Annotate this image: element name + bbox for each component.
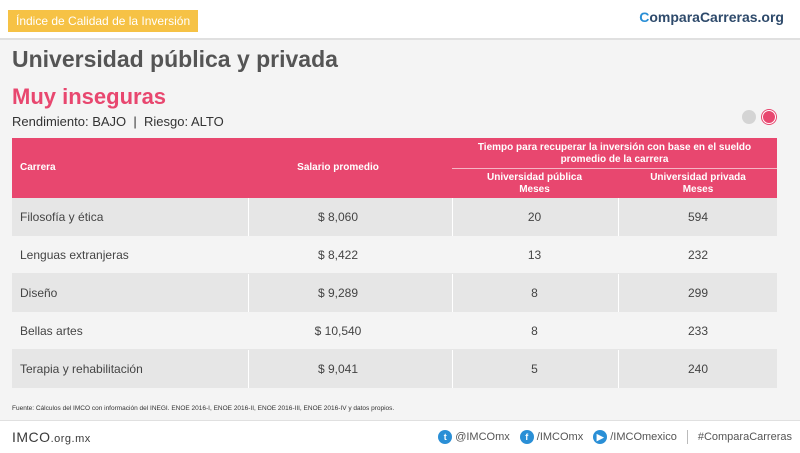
table-row: Lenguas extranjeras $ 8,422 13 232 <box>12 236 777 274</box>
header-publica: Universidad pública Meses <box>452 172 617 196</box>
imco-logo-suffix: .org.mx <box>50 433 91 445</box>
facebook-icon: f <box>519 430 534 444</box>
header-privada-line2: Meses <box>682 184 714 195</box>
twitter-icon: t <box>438 430 453 444</box>
header-carrera: Carrera <box>20 162 56 173</box>
column-separator <box>248 274 249 312</box>
cell-privada: 594 <box>687 210 709 224</box>
column-separator <box>452 350 453 388</box>
imco-logo-text: IMCO <box>12 429 51 445</box>
section-tag: Índice de Calidad de la Inversión <box>8 10 199 32</box>
header-tiempo-line1: Tiempo para recuperar la inversión con b… <box>477 142 752 153</box>
source-note: Fuente: Cálculos del IMCO con informació… <box>12 405 395 412</box>
cell-carrera: Diseño <box>20 286 58 300</box>
cell-privada: 240 <box>687 362 709 376</box>
header-salario: Salario promedio <box>297 162 379 173</box>
cell-salario: $ 9,041 <box>317 362 359 376</box>
cell-carrera: Bellas artes <box>20 324 83 338</box>
category-title: Muy inseguras <box>12 84 167 109</box>
column-separator <box>452 198 453 236</box>
header-publica-line1: Universidad pública <box>486 172 583 183</box>
table-header: Carrera Salario promedio Tiempo para rec… <box>12 138 777 198</box>
column-separator <box>248 198 249 236</box>
cell-publica: 13 <box>527 248 542 262</box>
brand-logo[interactable]: ComparaCarreras.org <box>639 9 784 25</box>
brand-logo-initial: C <box>639 9 650 25</box>
divider <box>686 430 688 444</box>
divider <box>0 38 800 40</box>
table-row: Diseño $ 9,289 8 299 <box>12 274 777 312</box>
table-row: Terapia y rehabilitación $ 9,041 5 240 <box>12 350 777 388</box>
cell-privada: 233 <box>687 324 709 338</box>
cell-carrera: Lenguas extranjeras <box>20 248 129 262</box>
table-row: Bellas artes $ 10,540 8 233 <box>12 312 777 350</box>
header-privada: Universidad privada Meses <box>619 172 777 196</box>
column-separator <box>248 350 249 388</box>
page-dot-1[interactable] <box>742 110 756 124</box>
twitter-handle: @IMCOmx <box>455 431 510 443</box>
page-dot-2-active[interactable] <box>762 110 776 124</box>
youtube-icon: ▶ <box>593 430 608 444</box>
page-indicator <box>742 110 776 124</box>
footer: IMCO.org.mx t @IMCOmx f /IMCOmx ▶ /IMCOm… <box>0 420 800 453</box>
cell-publica: 8 <box>531 324 538 338</box>
facebook-link[interactable]: f /IMCOmx <box>519 430 584 444</box>
cell-privada: 299 <box>687 286 709 300</box>
cell-privada: 232 <box>687 248 709 262</box>
cell-salario: $ 9,289 <box>317 286 359 300</box>
column-separator <box>618 198 619 236</box>
cell-publica: 8 <box>531 286 538 300</box>
cell-carrera: Filosofía y ética <box>20 210 104 224</box>
column-separator <box>452 274 453 312</box>
hashtag-link[interactable]: #ComparaCarreras <box>698 431 792 443</box>
column-separator <box>618 350 619 388</box>
cell-salario: $ 8,422 <box>317 248 359 262</box>
cell-salario: $ 8,060 <box>317 210 359 224</box>
facebook-handle: /IMCOmx <box>536 431 584 443</box>
hashtag-text: #ComparaCarreras <box>697 431 792 443</box>
brand-logo-text: omparaCarreras.org <box>649 9 784 25</box>
header-divider <box>452 168 777 169</box>
social-links: t @IMCOmx f /IMCOmx ▶ /IMCOmexico #Compa… <box>428 430 792 444</box>
data-table: Carrera Salario promedio Tiempo para rec… <box>12 138 777 388</box>
cell-publica: 20 <box>527 210 542 224</box>
youtube-link[interactable]: ▶ /IMCOmexico <box>593 430 677 444</box>
top-bar: Índice de Calidad de la Inversión Compar… <box>0 0 800 40</box>
twitter-link[interactable]: t @IMCOmx <box>438 430 510 444</box>
header-privada-line1: Universidad privada <box>650 172 746 183</box>
page-title: Universidad pública y privada <box>12 46 338 72</box>
imco-logo[interactable]: IMCO.org.mx <box>12 429 91 445</box>
performance-risk-label: Rendimiento: BAJO | Riesgo: ALTO <box>12 114 224 129</box>
header-tiempo: Tiempo para recuperar la inversión con b… <box>452 142 777 166</box>
table-row: Filosofía y ética $ 8,060 20 594 <box>12 198 777 236</box>
cell-publica: 5 <box>531 362 538 376</box>
youtube-handle: /IMCOmexico <box>610 431 677 443</box>
cell-carrera: Terapia y rehabilitación <box>20 362 143 376</box>
cell-salario: $ 10,540 <box>314 324 362 338</box>
header-tiempo-line2: promedio de la carrera <box>560 154 669 165</box>
column-separator <box>618 274 619 312</box>
header-publica-line2: Meses <box>519 184 550 195</box>
